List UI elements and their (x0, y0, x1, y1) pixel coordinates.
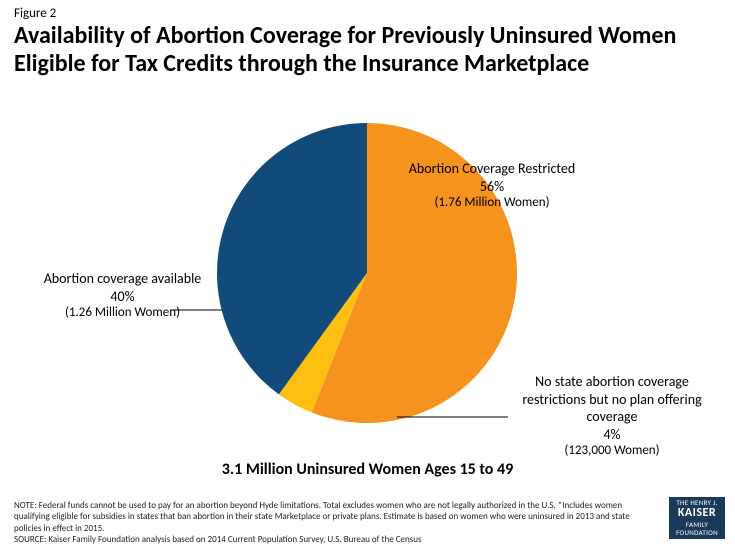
slice-label-sub: (1.76 Million Women) (402, 195, 582, 211)
logo-line2: KAISER (669, 507, 725, 521)
slice-label-pct: 56% (402, 178, 582, 196)
slice-label-title: No state abortion coverage restrictions … (512, 373, 712, 426)
slice-label-title: Abortion Coverage Restricted (402, 160, 582, 178)
slice-label-restricted: Abortion Coverage Restricted56%(1.76 Mil… (402, 160, 582, 211)
chart-caption: 3.1 Million Uninsured Women Ages 15 to 4… (0, 460, 735, 479)
slice-label-no-restriction-no-plan: No state abortion coverage restrictions … (512, 373, 712, 459)
figure-number: Figure 2 (14, 6, 56, 21)
slice-label-title: Abortion coverage available (40, 270, 205, 288)
kff-logo: THE HENRY J. KAISER FAMILY FOUNDATION (669, 497, 725, 539)
figure-title: Availability of Abortion Coverage for Pr… (14, 22, 714, 79)
footer-notes: NOTE: Federal funds cannot be used to pa… (14, 500, 654, 545)
slice-label-pct: 40% (40, 288, 205, 306)
figure-page: Figure 2 Availability of Abortion Covera… (0, 0, 735, 551)
slice-label-pct: 4% (512, 426, 712, 444)
slice-label-sub: (123,000 Women) (512, 443, 712, 459)
footer-source-text: SOURCE: Kaiser Family Foundation analysi… (14, 534, 654, 545)
logo-line4: FOUNDATION (669, 529, 725, 537)
slice-label-available: Abortion coverage available40%(1.26 Mill… (40, 270, 205, 321)
pie-chart: Abortion Coverage Restricted56%(1.76 Mil… (0, 115, 735, 455)
footer-note-text: NOTE: Federal funds cannot be used to pa… (14, 500, 654, 534)
slice-label-sub: (1.26 Million Women) (40, 305, 205, 321)
